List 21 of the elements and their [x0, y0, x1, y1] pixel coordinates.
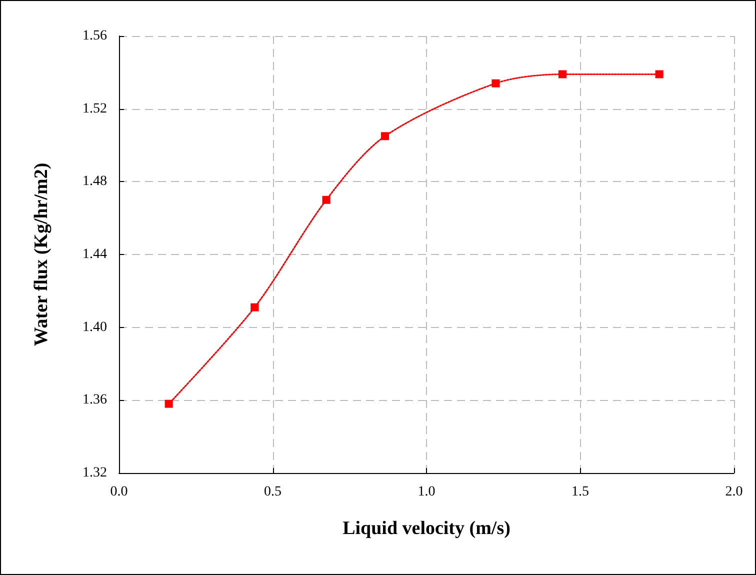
y-tick-label: 1.36 — [82, 392, 107, 408]
x-tick-label: 0.0 — [110, 484, 128, 500]
y-tick-label: 1.56 — [82, 28, 107, 44]
y-axis-title: Water flux (Kg/hr/m2) — [31, 162, 52, 346]
point — [558, 70, 566, 78]
y-tick-label: 1.52 — [82, 101, 107, 116]
x-tick-label: 1.5 — [572, 484, 589, 500]
point — [655, 70, 664, 78]
x-tick-label: 0.5 — [264, 484, 282, 500]
y-tick-label: 1.44 — [82, 247, 107, 262]
point — [250, 303, 259, 312]
y-tick-label: 1.48 — [82, 174, 107, 190]
x-tick-label: 2.0 — [725, 484, 743, 500]
point — [164, 400, 173, 408]
point — [492, 79, 500, 88]
point — [380, 132, 389, 140]
x-axis-title: Liquid velocity (m/s) — [342, 518, 510, 539]
point — [322, 196, 330, 204]
y-tick-label: 1.32 — [82, 466, 107, 480]
x-tick-label: 1.0 — [418, 484, 436, 500]
y-tick-label: 1.40 — [82, 320, 107, 335]
